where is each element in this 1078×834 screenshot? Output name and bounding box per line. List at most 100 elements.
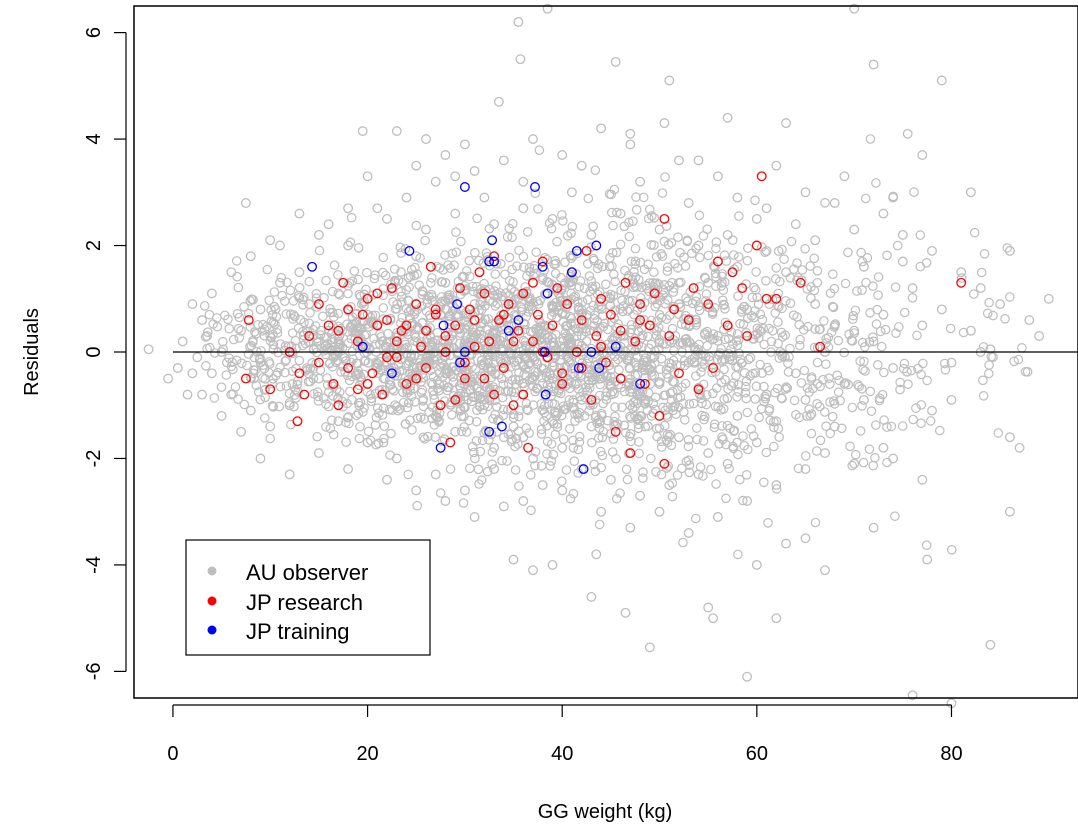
point-au-observer: [742, 255, 753, 266]
point-au-observer: [756, 326, 766, 337]
point-au-observer: [348, 354, 358, 364]
point-au-observer: [570, 409, 580, 419]
point-jp-training: [594, 363, 605, 373]
point-au-observer: [691, 423, 702, 433]
point-au-observer: [654, 309, 665, 320]
point-au-observer: [659, 118, 670, 129]
point-au-observer: [432, 327, 443, 338]
point-au-observer: [745, 371, 755, 381]
point-au-observer: [528, 326, 538, 337]
point-au-observer: [605, 252, 615, 263]
point-au-observer: [669, 401, 680, 411]
point-au-observer: [430, 469, 441, 480]
point-au-observer: [878, 367, 889, 378]
point-jp-research: [508, 336, 519, 347]
point-au-observer: [586, 421, 597, 432]
point-au-observer: [895, 377, 905, 388]
point-au-observer: [666, 395, 677, 406]
point-au-observer: [776, 327, 787, 338]
point-au-observer: [379, 433, 389, 444]
point-au-observer: [608, 220, 618, 231]
point-au-observer: [355, 421, 365, 432]
point-au-observer: [861, 277, 871, 288]
point-au-observer: [732, 410, 743, 421]
point-au-observer: [586, 591, 597, 602]
point-au-observer: [482, 466, 493, 477]
point-au-observer: [333, 321, 344, 332]
point-jp-research: [265, 384, 276, 395]
point-au-observer: [751, 213, 762, 224]
point-au-observer: [1017, 342, 1027, 353]
point-jp-training: [513, 315, 524, 326]
point-au-observer: [456, 411, 467, 422]
point-au-observer: [829, 198, 840, 208]
point-au-observer: [660, 298, 671, 309]
point-au-observer: [882, 250, 892, 261]
point-au-observer: [781, 538, 791, 549]
point-au-observer: [678, 407, 689, 417]
point-au-observer: [268, 339, 279, 350]
point-au-observer: [758, 477, 769, 488]
point-au-observer: [237, 358, 247, 369]
point-au-observer: [574, 282, 584, 292]
point-au-observer: [656, 469, 667, 480]
point-au-observer: [234, 332, 245, 343]
point-jp-research: [450, 320, 461, 331]
point-au-observer: [267, 400, 278, 411]
point-au-observer: [701, 289, 712, 299]
y-tick-label: -6: [83, 662, 105, 680]
point-au-observer: [734, 474, 745, 485]
point-au-observer: [318, 393, 329, 403]
x-tick-label: 20: [356, 743, 378, 765]
point-jp-research: [557, 378, 568, 389]
point-au-observer: [804, 404, 814, 414]
point-au-observer: [474, 326, 485, 337]
point-au-observer: [581, 326, 591, 337]
point-au-observer: [711, 271, 721, 282]
point-au-observer: [275, 381, 286, 392]
point-au-observer: [984, 297, 994, 308]
point-au-observer: [568, 488, 579, 499]
point-au-observer: [722, 229, 733, 240]
point-au-observer: [984, 360, 994, 370]
point-jp-training: [542, 288, 553, 299]
point-au-observer: [423, 291, 434, 302]
point-au-observer: [294, 208, 305, 219]
point-au-observer: [421, 353, 431, 364]
point-au-observer: [637, 473, 648, 483]
point-au-observer: [902, 366, 912, 377]
point-jp-research: [610, 426, 621, 437]
point-au-observer: [395, 286, 406, 297]
point-au-observer: [582, 385, 593, 396]
point-au-observer: [995, 299, 1006, 310]
point-au-observer: [683, 441, 694, 452]
point-au-observer: [625, 411, 635, 422]
point-au-observer: [683, 357, 694, 368]
point-au-observer: [664, 75, 675, 86]
point-au-observer: [570, 291, 581, 302]
point-jp-training: [591, 240, 602, 251]
point-au-observer: [456, 426, 467, 437]
point-au-observer: [709, 419, 720, 429]
point-au-observer: [875, 326, 886, 337]
point-au-observer: [693, 240, 704, 251]
point-au-observer: [275, 240, 285, 251]
point-au-observer: [602, 415, 613, 426]
point-au-observer: [825, 288, 836, 298]
point-jp-research: [625, 448, 636, 459]
point-au-observer: [639, 314, 649, 325]
point-au-observer: [537, 341, 548, 352]
point-au-observer: [555, 383, 566, 394]
point-au-observer: [563, 378, 574, 389]
point-au-observer: [524, 348, 535, 359]
point-au-observer: [1024, 315, 1035, 326]
point-au-observer: [487, 459, 497, 469]
x-axis: 0 20 40 60 80: [167, 704, 963, 765]
point-au-observer: [833, 335, 844, 346]
point-au-observer: [660, 172, 670, 182]
point-au-observer: [528, 453, 538, 464]
point-au-observer: [888, 363, 899, 373]
point-au-observer: [697, 362, 708, 372]
point-au-observer: [423, 431, 433, 442]
point-au-observer: [301, 363, 312, 373]
